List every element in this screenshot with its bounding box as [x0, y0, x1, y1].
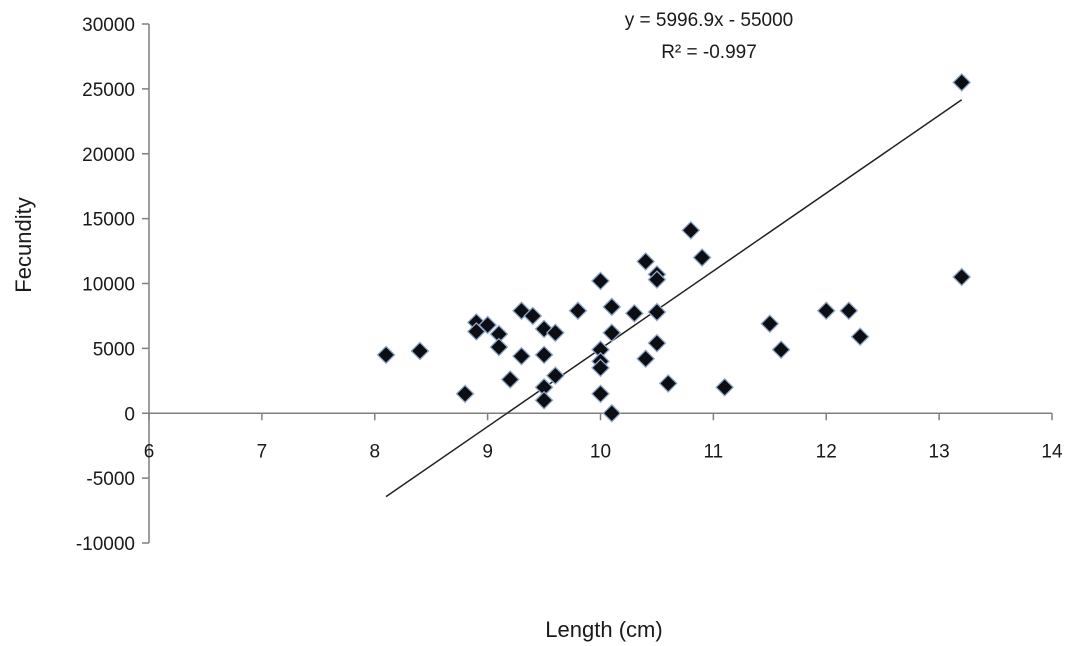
x-axis-ticks: 6 7 8 9 10 11 12 13 14	[144, 413, 1063, 462]
x-tick-label: 14	[1041, 441, 1063, 462]
data-point	[545, 366, 565, 386]
data-point	[602, 403, 622, 423]
y-tick-label: -5000	[86, 469, 135, 490]
data-point	[647, 333, 667, 353]
data-point	[636, 252, 656, 271]
data-point	[545, 323, 565, 343]
x-tick-label: 13	[929, 441, 950, 462]
trendline	[385, 99, 963, 498]
data-point	[636, 349, 656, 369]
data-point	[658, 373, 678, 393]
y-tick-label: -10000	[76, 534, 135, 555]
y-axis-title: Fecundity	[11, 197, 36, 292]
x-tick-label: 10	[590, 441, 611, 462]
data-point	[816, 301, 836, 321]
data-point	[839, 301, 859, 321]
data-point	[478, 315, 498, 335]
trendline-equation: y = 5996.9x - 55000	[625, 10, 794, 31]
x-tick-label: 6	[144, 441, 155, 462]
data-point	[523, 306, 543, 326]
x-axis-title: Length (cm)	[545, 617, 662, 642]
data-point	[500, 370, 520, 389]
data-point	[512, 346, 531, 366]
data-point	[602, 323, 622, 343]
data-point	[376, 345, 396, 365]
data-point	[760, 314, 780, 334]
data-point	[952, 72, 972, 92]
data-point	[602, 297, 622, 317]
data-point	[591, 384, 610, 404]
data-point	[692, 248, 712, 267]
axes: -10000 -5000 0 5000 10000 15000 20000 25000 3000…	[76, 15, 1063, 555]
data-point	[455, 384, 475, 404]
data-point	[534, 345, 554, 365]
x-tick-label: 11	[704, 441, 724, 462]
data-point	[624, 303, 644, 323]
data-points	[376, 72, 972, 423]
trendline-r-squared: R² = -0.997	[661, 42, 757, 63]
y-tick-label: 25000	[82, 80, 135, 101]
y-tick-label: 5000	[93, 339, 135, 360]
data-point	[534, 390, 554, 410]
data-point	[568, 301, 588, 321]
data-point	[591, 358, 610, 378]
data-point	[850, 327, 870, 347]
x-tick-label: 12	[816, 441, 837, 462]
data-point	[410, 341, 430, 361]
y-tick-label: 15000	[82, 210, 135, 231]
data-point	[489, 337, 509, 357]
data-point	[771, 340, 791, 360]
y-tick-label: 30000	[82, 15, 135, 36]
data-point	[647, 302, 667, 322]
data-point	[681, 220, 701, 240]
y-tick-label: 0	[124, 404, 135, 425]
data-point	[647, 270, 667, 290]
data-point	[715, 377, 735, 397]
data-point	[591, 271, 610, 291]
data-point	[952, 267, 972, 287]
trendline-group	[385, 99, 963, 498]
x-tick-label: 9	[482, 441, 493, 462]
x-tick-label: 8	[369, 441, 380, 462]
y-tick-label: 20000	[82, 145, 135, 166]
y-tick-label: 10000	[82, 275, 135, 296]
y-axis-ticks: -10000 -5000 0 5000 10000 15000 20000 25000 3000…	[76, 15, 149, 555]
x-tick-label: 7	[257, 441, 268, 462]
